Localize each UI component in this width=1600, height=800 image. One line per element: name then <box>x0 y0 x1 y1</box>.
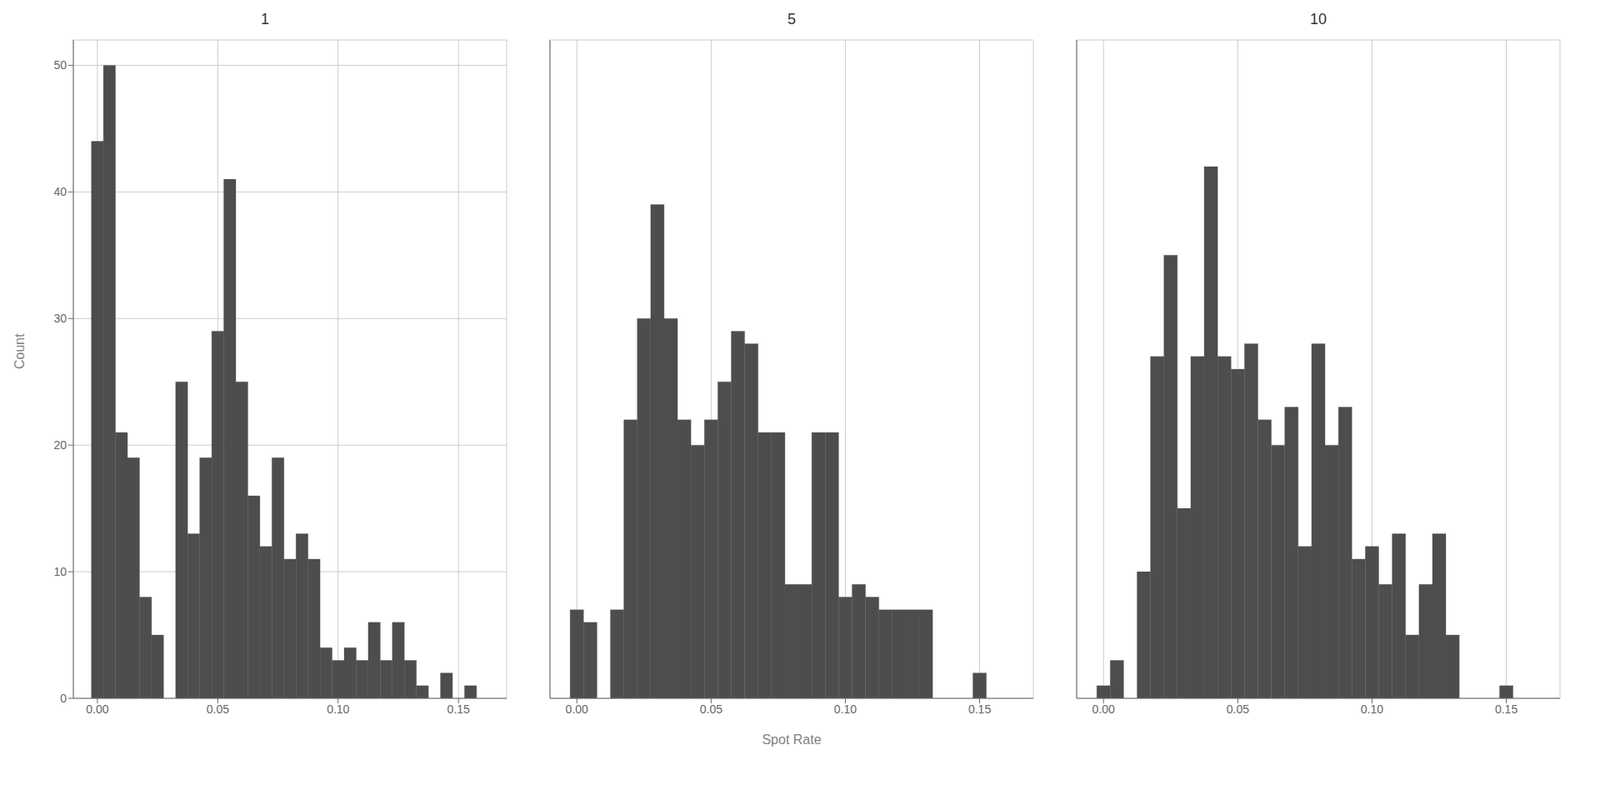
svg-text:0.05: 0.05 <box>206 702 230 716</box>
svg-text:0.15: 0.15 <box>447 702 470 716</box>
html-text:5: 5 <box>787 10 796 28</box>
svg-text:0.05: 0.05 <box>1226 702 1250 716</box>
svg-text:0.10: 0.10 <box>1360 702 1384 716</box>
svg-text:0: 0 <box>60 691 67 705</box>
svg-text:30: 30 <box>53 311 67 325</box>
svg-text:0.15: 0.15 <box>968 702 991 716</box>
svg-text:10: 10 <box>53 565 67 579</box>
svg-text:0.05: 0.05 <box>700 702 723 716</box>
svg-text:40: 40 <box>53 185 67 199</box>
svg-text:20: 20 <box>53 438 67 452</box>
svg-text:50: 50 <box>53 58 67 72</box>
svg-text:0.00: 0.00 <box>85 702 109 716</box>
svg-text:0.00: 0.00 <box>565 702 589 716</box>
svg-text:0.15: 0.15 <box>1495 702 1518 716</box>
svg-text:0.10: 0.10 <box>326 702 350 716</box>
html-text:1: 1 <box>260 10 270 28</box>
html-text:10: 10 <box>1310 10 1327 28</box>
svg-text:Spot Rate: Spot Rate <box>761 732 821 747</box>
svg-text:0.00: 0.00 <box>1092 702 1115 716</box>
svg-text:0.10: 0.10 <box>834 702 857 716</box>
svg-text:Count: Count <box>12 333 27 370</box>
